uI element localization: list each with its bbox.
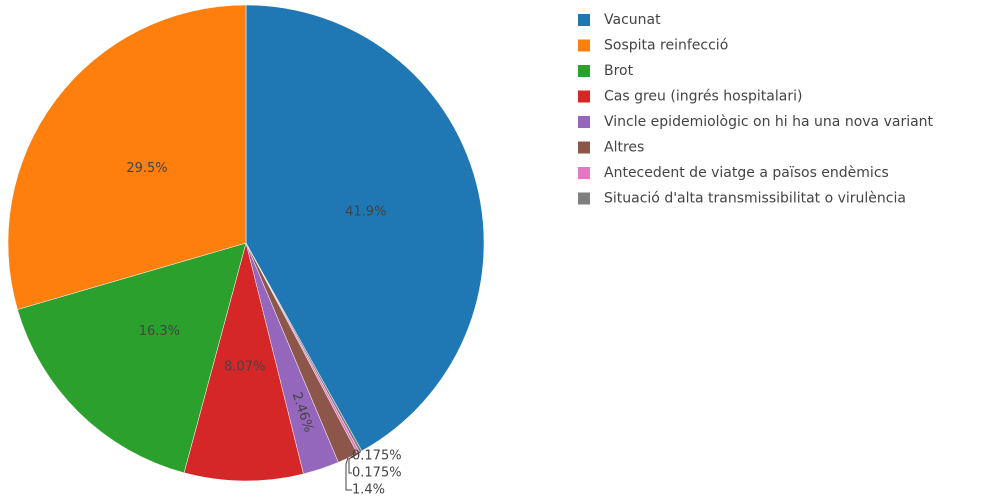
legend-label: Altres: [604, 140, 644, 156]
legend-swatch: [578, 167, 590, 179]
legend-label: Antecedent de viatge a països endèmics: [604, 165, 889, 181]
legend-label: Vincle epidemiològic on hi ha una nova v…: [604, 114, 934, 130]
leader-line: [345, 457, 352, 491]
legend-label: Cas greu (ingrés hospitalari): [604, 89, 802, 105]
pie-slice: [183, 242, 304, 482]
pie-slice: [245, 4, 485, 452]
pie-slice: [17, 242, 247, 474]
legend-swatch: [578, 90, 590, 103]
legend-swatch: [578, 141, 590, 154]
legend-swatch: [578, 116, 590, 128]
legend-swatch: [578, 39, 590, 52]
slice-label: 8.07%: [224, 359, 265, 374]
slice-label: 0.175%: [352, 466, 402, 481]
slice-label: 29.5%: [126, 161, 167, 176]
legend-label: Brot: [604, 63, 634, 79]
legend-swatch: [578, 14, 590, 26]
slice-label: 1.4%: [352, 483, 385, 498]
slice-label: 41.9%: [345, 204, 386, 219]
leader-line: [348, 452, 359, 474]
legend-label: Situació d'alta transmissibilitat o viru…: [604, 191, 906, 207]
slice-label: 0.175%: [352, 449, 402, 464]
pie-slice: [7, 4, 247, 310]
legend-swatch: [578, 65, 590, 77]
legend-label: Vacunat: [604, 12, 661, 28]
legend-swatch: [578, 192, 590, 205]
slice-label: 16.3%: [139, 324, 180, 339]
legend-label: Sospita reinfecció: [604, 38, 728, 54]
